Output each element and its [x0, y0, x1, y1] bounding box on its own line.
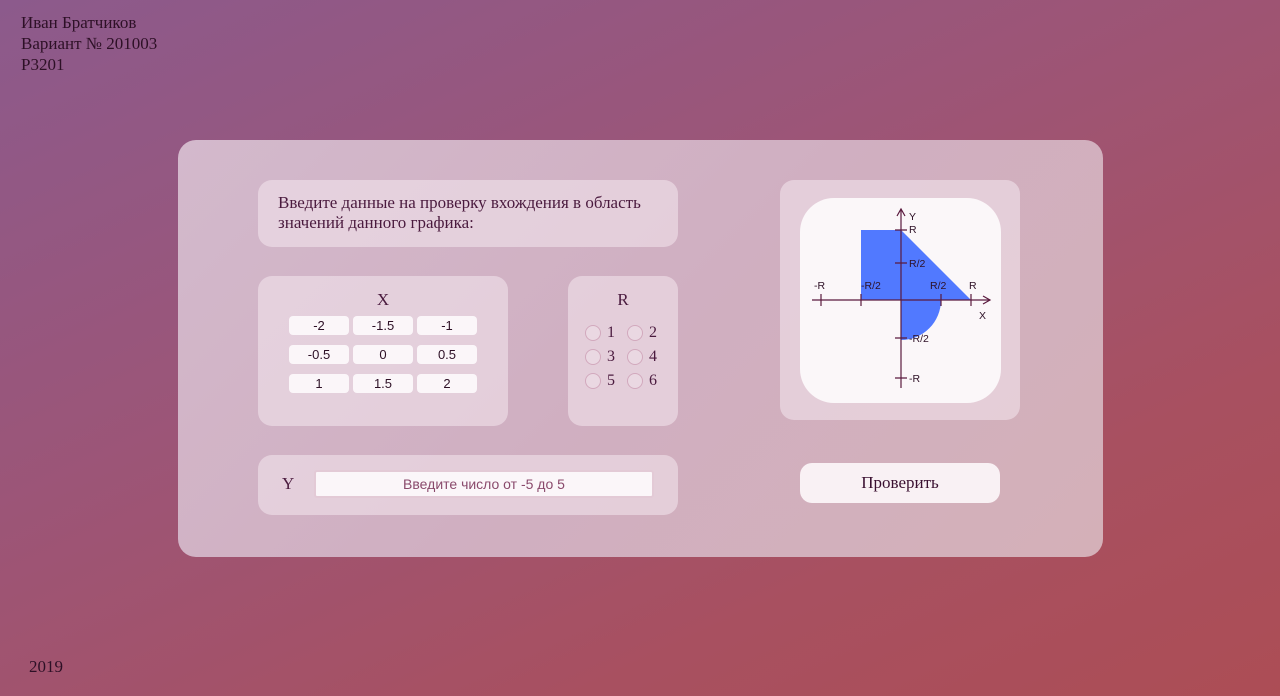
- axes: [812, 207, 992, 388]
- x-button[interactable]: -1.5: [353, 316, 413, 335]
- check-button[interactable]: Проверить: [800, 463, 1000, 503]
- y-input-panel: Y: [258, 455, 678, 515]
- label-r-y: R: [909, 224, 917, 236]
- label-neg-half-r-x: -R/2: [861, 280, 881, 292]
- x-button[interactable]: -1: [417, 316, 477, 335]
- x-selector-panel: X -2 -1.5 -1 -0.5 0 0.5 1 1.5 2: [258, 276, 508, 426]
- main-card: Введите данные на проверку вхождения в о…: [178, 140, 1103, 557]
- r-option-label: 5: [607, 372, 615, 389]
- r-radio-grid: 1 2 3 4 5 6: [585, 324, 669, 390]
- label-axis-y: Y: [909, 211, 916, 223]
- area-quarter-circle: [901, 300, 941, 340]
- x-button[interactable]: 0.5: [417, 345, 477, 364]
- variant-number: Вариант № 201003: [21, 34, 158, 53]
- r-option[interactable]: 2: [627, 324, 669, 342]
- area-triangle: [901, 230, 971, 300]
- area-graph: Y X R R/2 -R -R/2 R/2 R -R/2 -R: [800, 198, 1001, 403]
- x-button-grid: -2 -1.5 -1 -0.5 0 0.5 1 1.5 2: [289, 316, 477, 393]
- r-option-label: 1: [607, 324, 615, 341]
- group-name: P3201: [21, 55, 65, 74]
- x-button[interactable]: 2: [417, 374, 477, 393]
- r-option-label: 2: [649, 324, 657, 341]
- r-radio[interactable]: [627, 349, 643, 365]
- shaded-area: [861, 230, 971, 340]
- label-half-r-x: R/2: [930, 280, 947, 292]
- graph-svg: Y X R R/2 -R -R/2 R/2 R -R/2 -R: [812, 207, 992, 388]
- label-neg-r-y: -R: [909, 373, 920, 385]
- y-input[interactable]: [314, 470, 654, 498]
- area-rectangle: [861, 230, 901, 300]
- y-axis-arrow: [896, 207, 906, 217]
- r-option-label: 6: [649, 372, 657, 389]
- x-button[interactable]: 1.5: [353, 374, 413, 393]
- r-option[interactable]: 3: [585, 348, 627, 366]
- student-info: Иван Братчиков Вариант № 201003 P3201: [21, 12, 157, 75]
- r-radio[interactable]: [585, 325, 601, 341]
- r-option[interactable]: 4: [627, 348, 669, 366]
- label-neg-half-r-y: -R/2: [909, 333, 929, 345]
- author-name: Иван Братчиков: [21, 13, 137, 32]
- prompt-text: Введите данные на проверку вхождения в о…: [278, 193, 641, 232]
- prompt-panel: Введите данные на проверку вхождения в о…: [258, 180, 678, 247]
- footer-year: 2019: [29, 657, 63, 676]
- r-radio[interactable]: [627, 325, 643, 341]
- x-button[interactable]: -0.5: [289, 345, 349, 364]
- r-radio[interactable]: [627, 373, 643, 389]
- label-neg-r-x: -R: [814, 280, 825, 292]
- r-option[interactable]: 5: [585, 372, 627, 390]
- r-radio[interactable]: [585, 373, 601, 389]
- r-option-label: 3: [607, 348, 615, 365]
- r-radio[interactable]: [585, 349, 601, 365]
- label-r-x: R: [969, 280, 977, 292]
- r-selector-panel: R 1 2 3 4 5 6: [568, 276, 678, 426]
- label-half-r-y: R/2: [909, 258, 926, 270]
- y-label: Y: [282, 474, 295, 493]
- r-option-label: 4: [649, 348, 657, 365]
- r-title: R: [617, 290, 629, 309]
- graph-panel: Y X R R/2 -R -R/2 R/2 R -R/2 -R: [780, 180, 1020, 420]
- x-button[interactable]: -2: [289, 316, 349, 335]
- x-title: X: [376, 290, 390, 309]
- x-button[interactable]: 1: [289, 374, 349, 393]
- r-option[interactable]: 1: [585, 324, 627, 342]
- label-axis-x: X: [979, 310, 986, 322]
- x-axis-arrow: [982, 295, 992, 305]
- r-option[interactable]: 6: [627, 372, 669, 390]
- x-button[interactable]: 0: [353, 345, 413, 364]
